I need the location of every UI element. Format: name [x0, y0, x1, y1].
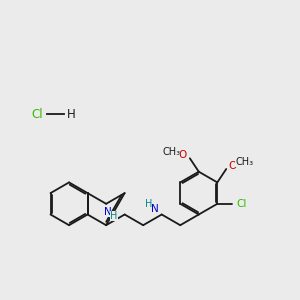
Text: O: O	[178, 150, 187, 161]
Text: H: H	[145, 199, 152, 209]
Text: H: H	[67, 108, 76, 121]
Text: N: N	[104, 207, 112, 217]
Text: CH₃: CH₃	[162, 147, 181, 157]
Text: Cl: Cl	[31, 108, 43, 121]
Text: Cl: Cl	[236, 199, 246, 209]
Text: H: H	[110, 211, 118, 221]
Text: CH₃: CH₃	[235, 158, 253, 167]
Text: N: N	[151, 204, 159, 214]
Text: O: O	[229, 161, 237, 171]
